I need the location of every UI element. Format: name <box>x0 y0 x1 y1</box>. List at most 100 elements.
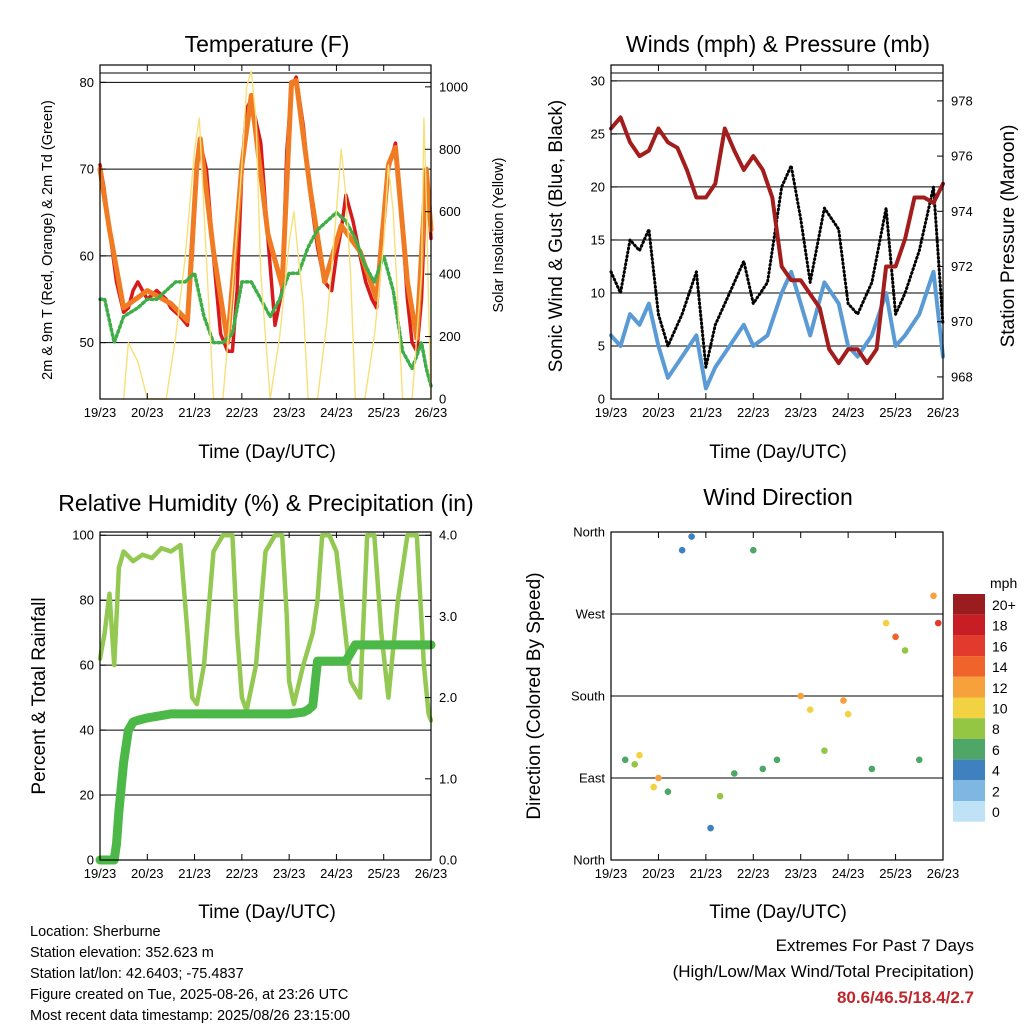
y-tick-label: 60 <box>80 658 94 673</box>
y-tick-label: 10 <box>591 285 605 300</box>
x-tick-label: 20/23 <box>642 405 675 420</box>
x-tick-label: 26/23 <box>415 866 448 881</box>
direction-point <box>655 774 662 782</box>
y-tick-label: 5 <box>598 338 605 353</box>
y-tick-label: 20 <box>80 788 94 803</box>
legend-title: mph <box>990 575 1017 591</box>
extremes-values: 80.6/46.5/18.4/2.7 <box>836 988 974 1007</box>
y2-tick-label: 2.0 <box>439 690 457 705</box>
x-tick-label: 19/23 <box>595 866 628 881</box>
y2-tick-label: 976 <box>951 149 973 164</box>
y2-tick-label: 1.0 <box>439 771 457 786</box>
temperature-xlabel: Time (Day/UTC) <box>198 442 336 463</box>
x-tick-label: 20/23 <box>131 405 164 420</box>
legend-label: 12 <box>992 680 1008 696</box>
direction-title: Wind Direction <box>703 484 853 510</box>
plot-frame <box>99 64 432 400</box>
direction-point <box>844 710 852 718</box>
y-tick-label: 20 <box>591 179 605 194</box>
series-precipitation <box>95 640 436 865</box>
y-tick-label: 80 <box>80 75 94 90</box>
speed-legend: mph 20+ 18 16 14 12 10 8 6 4 2 0 <box>953 575 1017 822</box>
direction-point <box>731 770 738 777</box>
direction-point <box>840 697 847 704</box>
legend-swatch <box>953 780 985 801</box>
plot-frame <box>99 531 432 861</box>
y-tick-label: North <box>573 853 605 868</box>
legend-swatch <box>953 801 985 822</box>
y2-tick-label: 3.0 <box>439 609 457 624</box>
legend-swatch <box>953 759 985 781</box>
winds-plot: 19/23 20/23 21/23 22/23 23/23 24/23 25/23 26/23… <box>591 64 973 420</box>
legend-label: 18 <box>992 618 1008 634</box>
direction-point <box>882 619 890 627</box>
x-tick-label: 24/23 <box>320 405 353 420</box>
y2-tick-label: 0.0 <box>439 853 457 868</box>
y-tick-label: 0 <box>598 392 605 407</box>
x-tick-label: 26/23 <box>927 405 960 420</box>
x-tick-label: 24/23 <box>320 866 353 881</box>
legend-swatch <box>953 635 985 657</box>
x-tick-label: 21/23 <box>178 866 211 881</box>
legend-swatch <box>953 697 985 719</box>
direction-point <box>773 756 781 764</box>
legend-label: 8 <box>992 721 1000 737</box>
y-tick-label: 25 <box>591 126 605 141</box>
x-tick-label: 22/23 <box>737 866 770 881</box>
x-tick-label: 24/23 <box>832 405 865 420</box>
y-tick-label: 70 <box>80 162 94 177</box>
x-tick-label: 25/23 <box>367 866 400 881</box>
legend-swatch <box>953 738 985 760</box>
x-tick-label: 22/23 <box>226 866 259 881</box>
winds-ylabel-right: Station Pressure (Maroon) <box>998 125 1019 348</box>
y-tick-label: 30 <box>591 73 605 88</box>
x-tick-label: 22/23 <box>226 405 259 420</box>
y2-tick-label: 972 <box>951 259 973 274</box>
temperature-title: Temperature (F) <box>185 31 350 57</box>
y2-tick-label: 600 <box>439 204 461 219</box>
winds-title: Winds (mph) & Pressure (mb) <box>626 31 930 57</box>
legend-label: 16 <box>992 638 1008 654</box>
y2-tick-label: 978 <box>951 93 973 108</box>
direction-point <box>650 783 657 791</box>
legend-label: 14 <box>992 659 1008 675</box>
x-tick-label: 20/23 <box>131 866 164 881</box>
x-tick-label: 21/23 <box>178 405 211 420</box>
series-9m-t <box>97 78 434 346</box>
x-tick-label: 21/23 <box>690 866 723 881</box>
series-gust <box>609 164 945 369</box>
direction-point <box>892 633 899 641</box>
direction-point <box>934 619 942 627</box>
temperature-plot: 19/23 20/23 21/23 22/23 23/23 24/23 25/23 26/23… <box>80 64 468 420</box>
direction-point <box>678 546 686 554</box>
y-tick-label: East <box>579 771 605 786</box>
winds-ylabel-left: Sonic Wind & Gust (Blue, Black) <box>546 100 567 372</box>
temperature-ylabel-left: 2m & 9m T (Red, Orange) & 2m Td (Green) <box>40 100 56 380</box>
direction-point <box>901 647 909 654</box>
direction-point <box>806 706 814 713</box>
x-tick-label: 19/23 <box>84 405 117 420</box>
direction-point <box>797 692 805 700</box>
y2-tick-label: 200 <box>439 329 461 344</box>
y-tick-label: West <box>576 607 606 622</box>
location-text: Location: Sherburne <box>30 924 161 940</box>
recent-text: Most recent data timestamp: 2025/08/26 2… <box>30 1008 351 1024</box>
x-tick-label: 22/23 <box>737 405 770 420</box>
x-tick-label: 20/23 <box>642 866 675 881</box>
y2-tick-label: 800 <box>439 142 461 157</box>
direction-point <box>631 761 639 768</box>
legend-swatch <box>953 594 985 615</box>
x-tick-label: 25/23 <box>879 405 912 420</box>
x-tick-label: 25/23 <box>879 866 912 881</box>
direction-point <box>759 765 767 773</box>
legend-swatch <box>953 676 985 698</box>
y-tick-label: 15 <box>591 232 605 247</box>
x-tick-label: 25/23 <box>367 405 400 420</box>
y-tick-label: 50 <box>80 335 94 350</box>
direction-point <box>915 756 923 764</box>
legend-label: 6 <box>992 742 1000 758</box>
created-text: Figure created on Tue, 2025-08-26, at 23… <box>30 987 349 1003</box>
temperature-panel: Temperature (F) 19/23 20/23 21/23 22/23 23/2… <box>40 31 507 463</box>
extremes-subheading: (High/Low/Max Wind/Total Precipitation) <box>672 962 974 981</box>
